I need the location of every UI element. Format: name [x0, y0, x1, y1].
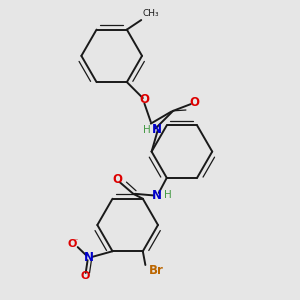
Text: H: H: [143, 125, 151, 135]
Text: O: O: [189, 96, 199, 110]
Text: N: N: [84, 251, 94, 264]
Text: H: H: [164, 190, 171, 200]
Text: Br: Br: [148, 264, 164, 277]
Text: ⁻: ⁻: [74, 236, 78, 245]
Text: O: O: [81, 271, 90, 281]
Text: N: N: [152, 124, 161, 136]
Text: O: O: [112, 173, 122, 186]
Text: O: O: [68, 239, 77, 249]
Text: O: O: [140, 93, 149, 106]
Text: CH₃: CH₃: [143, 9, 159, 18]
Text: N: N: [152, 189, 162, 202]
